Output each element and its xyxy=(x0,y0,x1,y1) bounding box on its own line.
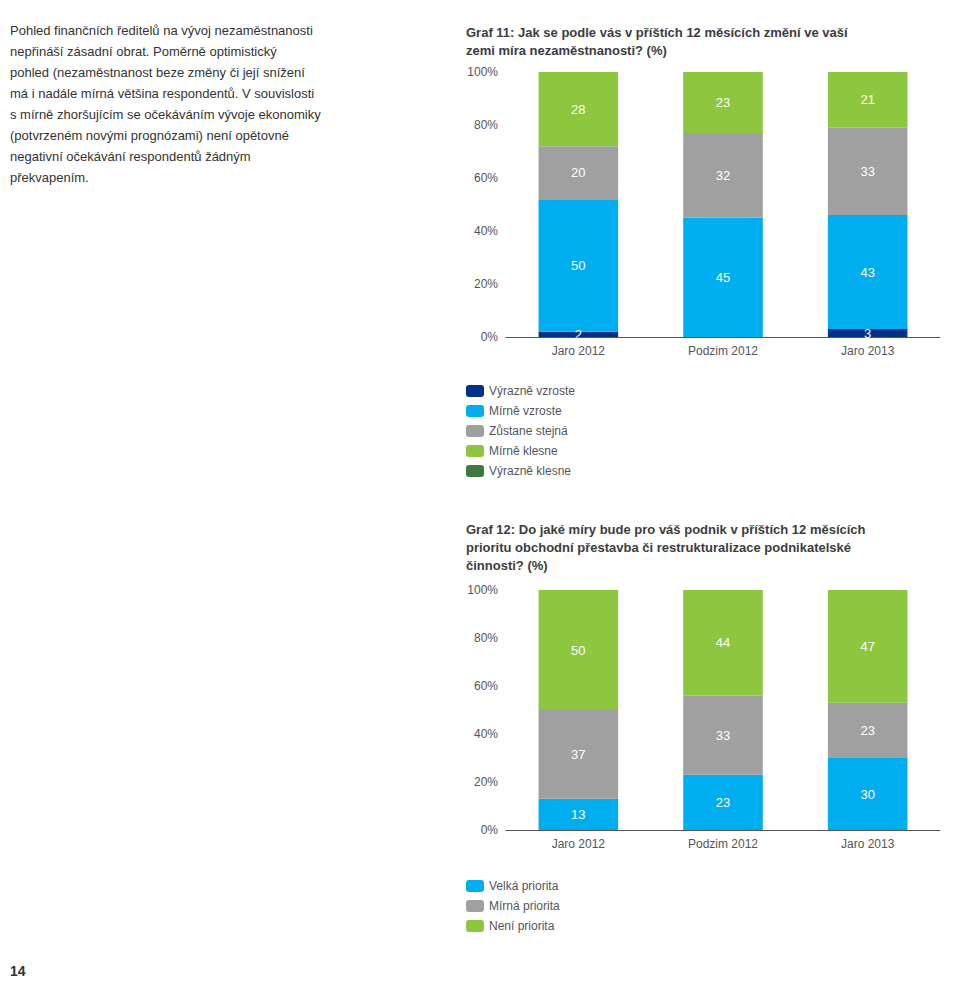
svg-text:činnosti? (%): činnosti? (%) xyxy=(466,558,548,573)
svg-text:23: 23 xyxy=(860,723,874,738)
svg-text:Výrazně klesne: Výrazně klesne xyxy=(489,464,571,478)
svg-text:Zůstane stejná: Zůstane stejná xyxy=(489,424,568,438)
svg-text:23: 23 xyxy=(716,795,730,810)
svg-text:zemi míra nezaměstnanosti? (%): zemi míra nezaměstnanosti? (%) xyxy=(466,43,667,58)
svg-text:37: 37 xyxy=(571,747,585,762)
svg-text:(potvrzeném novými prognózami): (potvrzeném novými prognózami) není opět… xyxy=(10,128,289,143)
svg-text:s mírně zhoršujícím se očekává: s mírně zhoršujícím se očekáváním vývoje… xyxy=(10,107,321,122)
svg-text:80%: 80% xyxy=(474,118,498,132)
svg-text:Pohled finančních ředitelů na: Pohled finančních ředitelů na vývoj neza… xyxy=(10,23,313,38)
svg-text:Jaro 2013: Jaro 2013 xyxy=(841,837,895,851)
svg-text:33: 33 xyxy=(716,728,730,743)
svg-text:44: 44 xyxy=(716,635,730,650)
svg-text:Mírně vzroste: Mírně vzroste xyxy=(489,404,562,418)
svg-text:14: 14 xyxy=(10,963,26,979)
svg-text:80%: 80% xyxy=(474,631,498,645)
svg-text:nepřináší zásadní obrat. Poměr: nepřináší zásadní obrat. Poměrně optimis… xyxy=(10,44,277,59)
svg-text:20%: 20% xyxy=(474,277,498,291)
svg-text:Výrazně vzroste: Výrazně vzroste xyxy=(489,384,575,398)
svg-text:Velká priorita: Velká priorita xyxy=(489,879,559,893)
svg-text:Není priorita: Není priorita xyxy=(489,919,555,933)
svg-text:pohled (nezaměstnanost beze zm: pohled (nezaměstnanost beze změny či jej… xyxy=(10,65,305,80)
svg-text:60%: 60% xyxy=(474,171,498,185)
svg-text:33: 33 xyxy=(860,164,874,179)
svg-text:43: 43 xyxy=(860,265,874,280)
svg-text:Graf 12: Do jaké míry bude pro: Graf 12: Do jaké míry bude pro váš podni… xyxy=(466,522,866,537)
svg-text:47: 47 xyxy=(860,639,874,654)
svg-text:50: 50 xyxy=(571,643,585,658)
svg-text:100%: 100% xyxy=(467,65,498,79)
svg-text:Podzim 2012: Podzim 2012 xyxy=(688,837,758,851)
svg-text:negativní očekávání respondent: negativní očekávání respondentů žádným xyxy=(10,149,251,164)
svg-text:prioritu obchodní přestavba či: prioritu obchodní přestavba či restruktu… xyxy=(466,540,851,555)
svg-text:0%: 0% xyxy=(481,823,499,837)
svg-text:0%: 0% xyxy=(481,330,499,344)
svg-text:Jaro 2012: Jaro 2012 xyxy=(552,837,606,851)
svg-text:23: 23 xyxy=(716,95,730,110)
svg-text:Jaro 2013: Jaro 2013 xyxy=(841,344,895,358)
svg-text:3: 3 xyxy=(864,326,871,341)
svg-text:13: 13 xyxy=(571,807,585,822)
svg-text:60%: 60% xyxy=(474,679,498,693)
svg-text:Podzim 2012: Podzim 2012 xyxy=(688,344,758,358)
svg-text:21: 21 xyxy=(860,92,874,107)
svg-text:20%: 20% xyxy=(474,775,498,789)
svg-text:Graf 11: Jak se podle vás v př: Graf 11: Jak se podle vás v příštích 12 … xyxy=(466,25,848,40)
svg-text:45: 45 xyxy=(716,270,730,285)
svg-text:20: 20 xyxy=(571,165,585,180)
svg-text:28: 28 xyxy=(571,102,585,117)
svg-text:Jaro 2012: Jaro 2012 xyxy=(552,344,606,358)
svg-text:2: 2 xyxy=(575,327,582,342)
svg-text:má i nadále mírná většina resp: má i nadále mírná většina respondentů. V… xyxy=(10,86,314,101)
svg-text:40%: 40% xyxy=(474,224,498,238)
svg-text:40%: 40% xyxy=(474,727,498,741)
svg-text:50: 50 xyxy=(571,258,585,273)
svg-text:Mírně klesne: Mírně klesne xyxy=(489,444,558,458)
svg-text:Mírná priorita: Mírná priorita xyxy=(489,899,560,913)
svg-text:překvapením.: překvapením. xyxy=(10,170,89,185)
svg-text:32: 32 xyxy=(716,168,730,183)
svg-text:100%: 100% xyxy=(467,583,498,597)
svg-text:30: 30 xyxy=(860,787,874,802)
